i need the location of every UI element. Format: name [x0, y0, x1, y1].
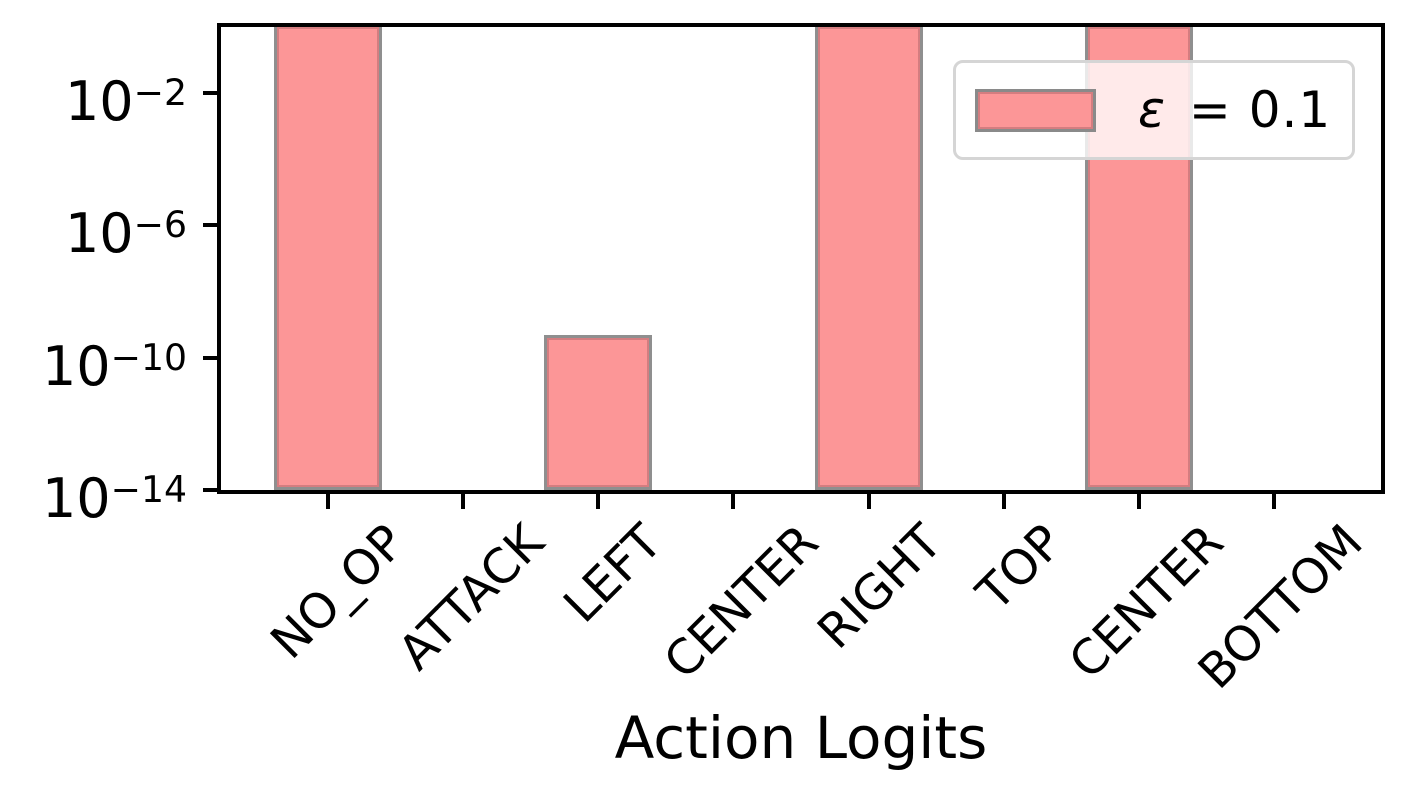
epsilon-symbol: ε [1138, 81, 1167, 139]
x-axis-title: Action Logits [614, 704, 988, 772]
x-tick-label: TOP [965, 514, 1074, 622]
y-tick-mark [203, 355, 217, 360]
y-tick-label: 10−2 [64, 70, 187, 134]
x-tick-label: LEFT [552, 514, 673, 634]
legend: ε = 0.1 [953, 60, 1355, 160]
bar [273, 27, 382, 490]
x-tick-mark [866, 494, 871, 509]
y-tick-mark [203, 223, 217, 228]
y-tick-label: 10−14 [41, 467, 187, 531]
legend-label: ε = 0.1 [1138, 81, 1331, 139]
y-tick-label: 10−10 [41, 334, 187, 398]
legend-swatch [975, 88, 1096, 132]
x-tick-mark [731, 494, 736, 509]
bar [814, 27, 923, 490]
y-tick-label: 10−6 [64, 202, 187, 266]
y-tick-mark [203, 488, 217, 492]
x-tick-label: ATTACK [388, 514, 556, 681]
bar [544, 334, 653, 490]
legend-value: = 0.1 [1172, 81, 1332, 139]
x-tick-mark [596, 494, 601, 509]
x-tick-mark [1001, 494, 1006, 509]
x-tick-mark [325, 494, 330, 509]
x-tick-label: RIGHT [806, 514, 953, 660]
x-tick-mark [1136, 494, 1141, 509]
x-tick-label: CENTER [653, 514, 830, 690]
y-tick-mark [203, 91, 217, 96]
x-tick-mark [461, 494, 465, 509]
x-tick-mark [1272, 494, 1277, 509]
